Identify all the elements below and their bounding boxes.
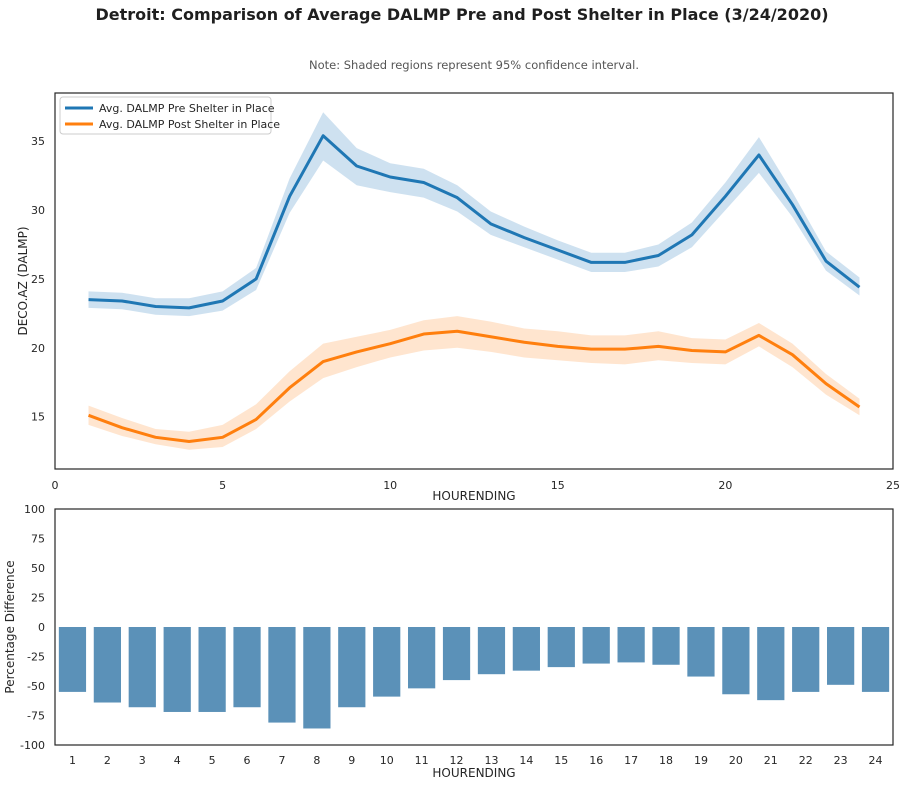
series-line-2 xyxy=(87,329,861,443)
x-tick-label: 1 xyxy=(69,754,76,767)
bar-hour-4 xyxy=(163,627,191,712)
legend-label-1: Avg. DALMP Pre Shelter in Place xyxy=(99,102,275,115)
bar-hour-2 xyxy=(93,627,121,703)
x-tick-label: 20 xyxy=(729,754,743,767)
x-tick-label: 3 xyxy=(139,754,146,767)
x-tick-label: 17 xyxy=(624,754,638,767)
bar-hour-7 xyxy=(268,627,296,723)
y-tick-label: 25 xyxy=(31,273,45,286)
x-tick-label: 9 xyxy=(348,754,355,767)
legend-label-2: Avg. DALMP Post Shelter in Place xyxy=(99,118,280,131)
x-tick-label: 10 xyxy=(383,479,397,492)
x-tick-label: 7 xyxy=(278,754,285,767)
y-tick-label: 20 xyxy=(31,342,45,355)
bar-hour-19 xyxy=(687,627,715,677)
x-tick-label: 15 xyxy=(554,754,568,767)
plot-frame xyxy=(54,508,894,746)
confidence-band-1 xyxy=(88,112,860,317)
series-line-1 xyxy=(88,134,861,310)
figure-subtitle: Note: Shaded regions represent 95% confi… xyxy=(309,58,639,72)
x-tick-label: 2 xyxy=(104,754,111,767)
bar-hour-1 xyxy=(58,627,87,692)
y-tick-label: -50 xyxy=(27,680,45,693)
y-tick-label: -75 xyxy=(27,710,45,723)
bar-hour-9 xyxy=(338,627,366,708)
bar-hour-15 xyxy=(547,627,575,668)
bar-hour-8 xyxy=(303,627,331,729)
y-tick-label: 35 xyxy=(31,135,45,148)
bar-hour-10 xyxy=(373,627,401,697)
bar-hour-24 xyxy=(861,627,890,692)
y-tick-label: 15 xyxy=(31,411,45,424)
x-tick-label: 5 xyxy=(219,479,226,492)
line-chart: 0 5 10 15 20 25 15 20 25 30 35 HOURENDING DECO.AZ (D… xyxy=(16,92,900,503)
x-tick-label: 12 xyxy=(450,754,464,767)
x-tick-label: 24 xyxy=(869,754,883,767)
bar-chart: 1 2 3 4 5 6 7 8 9 10 11 12 13 14 15 16 17 18 19 20 21 22 23 24-… xyxy=(3,503,894,780)
plot-frame xyxy=(54,92,894,470)
y-tick-label: 50 xyxy=(31,562,45,575)
confidence-band-2 xyxy=(88,316,860,450)
x-axis-label: HOURENDING xyxy=(432,489,515,503)
x-tick-label: 11 xyxy=(415,754,429,767)
y-axis-label: Percentage Difference xyxy=(3,560,17,693)
bar-hour-21 xyxy=(757,627,785,701)
bar-hour-18 xyxy=(652,627,680,665)
x-tick-label: 15 xyxy=(551,479,565,492)
bar-hour-6 xyxy=(233,627,261,708)
bar-hour-14 xyxy=(512,627,540,671)
y-tick-label: 100 xyxy=(24,503,45,516)
bar-hour-17 xyxy=(617,627,645,663)
bar-hour-23 xyxy=(827,627,855,685)
x-tick-label: 5 xyxy=(209,754,216,767)
x-tick-label: 4 xyxy=(174,754,181,767)
y-tick-label: 25 xyxy=(31,592,45,605)
x-tick-label: 14 xyxy=(519,754,533,767)
bar-hour-5 xyxy=(198,627,226,712)
y-axis-label: DECO.AZ (DALMP) xyxy=(16,226,30,335)
y-tick-label: -25 xyxy=(27,651,45,664)
x-tick-label: 20 xyxy=(718,479,732,492)
x-tick-label: 10 xyxy=(380,754,394,767)
bar-hour-22 xyxy=(792,627,820,692)
x-axis-label: HOURENDING xyxy=(432,766,515,780)
y-tick-label: 0 xyxy=(38,621,45,634)
x-tick-label: 19 xyxy=(694,754,708,767)
x-tick-label: 13 xyxy=(484,754,498,767)
figure-title: Detroit: Comparison of Average DALMP Pre… xyxy=(95,5,828,24)
bar-hour-11 xyxy=(408,627,436,689)
bar-hour-16 xyxy=(582,627,610,664)
legend: Avg. DALMP Pre Shelter in Place Avg. DALM… xyxy=(59,96,280,135)
y-tick-label: 75 xyxy=(31,533,45,546)
x-tick-label: 23 xyxy=(834,754,848,767)
y-tick-label: 30 xyxy=(31,204,45,217)
x-tick-label: 18 xyxy=(659,754,673,767)
bar-hour-3 xyxy=(128,627,156,708)
legend-box xyxy=(59,96,272,135)
bar-hour-20 xyxy=(722,627,750,695)
bar-hour-12 xyxy=(442,627,471,681)
bar-hour-13 xyxy=(477,627,506,675)
x-tick-label: 8 xyxy=(313,754,320,767)
x-tick-label: 22 xyxy=(799,754,813,767)
x-tick-label: 16 xyxy=(589,754,603,767)
y-tick-label: -100 xyxy=(20,739,45,752)
x-tick-label: 25 xyxy=(886,479,900,492)
x-tick-label: 0 xyxy=(52,479,59,492)
x-tick-label: 21 xyxy=(764,754,778,767)
x-tick-label: 6 xyxy=(244,754,251,767)
